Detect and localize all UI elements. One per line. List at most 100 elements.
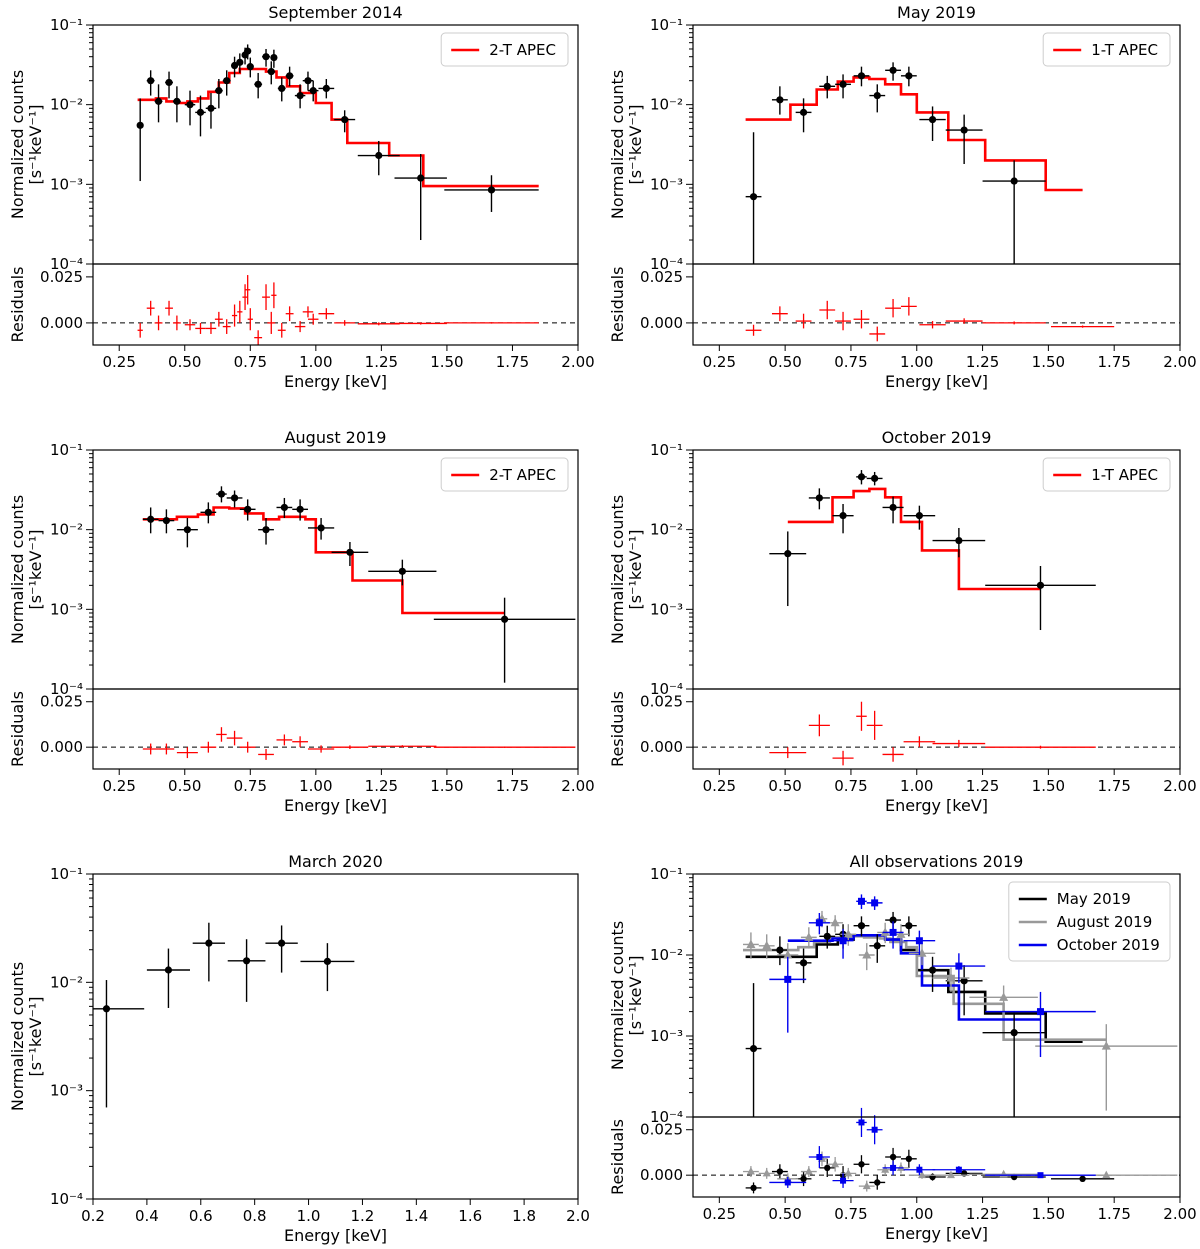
point-marker [346,548,354,556]
point-marker [1010,177,1018,185]
residual-label-text: Residuals [608,267,627,343]
data-point [239,499,256,521]
x-tick-label: 1.0 [297,1207,321,1225]
x-tick-label: 0.25 [103,353,136,371]
residual-axes-frame [92,263,579,346]
residual-point [271,282,277,309]
point-marker [799,959,808,967]
residual-tick-label: 0.025 [40,268,83,286]
residual-point [827,1157,844,1172]
residual-tick-label: 0.025 [640,693,683,711]
residual-tick-label: 0.000 [640,314,683,332]
point-marker [873,942,881,950]
x-tick-label: 1.00 [299,777,332,795]
residual-point [294,321,306,333]
y-axis-label-line2: [s⁻¹keV⁻¹] [26,104,45,184]
point-marker [286,72,294,80]
x-tick-label: 2.00 [561,353,594,371]
data-point [158,509,175,534]
point-marker [857,897,865,905]
point-marker [254,80,262,88]
point-marker [857,922,866,930]
x-tick-label: 0.50 [168,777,201,795]
data-point [982,160,1046,264]
data-point [919,106,946,141]
residual-point [231,304,238,327]
point-marker [244,505,252,513]
x-tick-label: 1.75 [1097,777,1130,795]
point-marker [946,973,956,982]
data-point [368,559,437,586]
y-axis-label-line2: [s⁻¹keV⁻¹] [626,529,645,609]
y-tick-label: 10⁻² [50,973,83,991]
x-tick-label: 1.00 [299,353,332,371]
point-marker [154,97,163,105]
residual-marker [1102,1170,1111,1179]
data-point [866,471,883,486]
residual-axes-frame [692,263,1181,346]
point-marker [1101,1041,1111,1050]
y-axis-label: Normalized counts [s⁻¹keV⁻¹] [8,962,45,1111]
point-marker [296,91,304,100]
y-tick-label: 10⁻³ [50,600,83,618]
plot-area [142,486,576,683]
residual-marker [890,1164,897,1171]
y-axis-label: Normalized counts [s⁻¹keV⁻¹] [608,495,645,644]
data-point [195,95,206,137]
residual-point [222,319,231,334]
data-point [222,70,231,96]
x-axis-label: Energy [keV] [885,372,988,391]
residual-point [1035,1170,1178,1179]
point-marker [955,536,963,545]
chart-panel-1: May 2019 Normalized counts [s⁻¹keV⁻¹] 10⁻⁴ 1… [608,3,1197,391]
x-tick-label: 0.50 [168,353,201,371]
data-point [136,98,144,182]
legend-label: 2-T APEC [489,41,556,59]
main-axes-frame [92,873,579,1200]
point-marker [242,957,251,965]
x-tick-label: 1.75 [1097,353,1130,371]
residual-tick-label: 0.025 [40,693,83,711]
point-marker [762,940,772,950]
residual-point [247,308,253,331]
residual-point [985,745,1096,749]
residual-point [242,284,248,311]
point-marker [1010,1029,1018,1037]
data-point [265,925,298,973]
point-marker [341,115,349,124]
residual-point [357,322,400,326]
residual-point [146,300,155,316]
legend-frame [1042,32,1171,67]
residual-marker [896,1163,905,1171]
residual-point [882,747,904,762]
point-marker [417,174,425,182]
point-marker [398,567,406,575]
residual-panel: 0.000 0.025 Residuals [608,1107,1181,1198]
residual-point [254,330,263,345]
data-point [285,66,294,87]
model-step-line [142,506,505,615]
chart-panel-3: October 2019 Normalized counts [s⁻¹keV⁻¹] 1… [608,428,1197,815]
data-point [165,71,173,99]
point-marker [783,950,793,959]
residual-marker [916,1166,923,1173]
residual-point [262,284,270,311]
x-tick-label: 1.25 [365,353,398,371]
model-step-line [787,487,1041,591]
plot-area [136,44,539,241]
data-point [184,90,196,126]
y-axis-label-line1: Normalized counts [8,70,27,219]
residual-marker [776,1168,784,1175]
residual-point [285,306,294,322]
residual-point [307,313,319,325]
residual-point [882,1160,904,1176]
residual-point [200,741,217,753]
residual-tick-label: 0.000 [40,314,83,332]
residual-point [1051,325,1115,328]
point-marker [823,82,831,90]
x-tick-label: 0.50 [768,777,801,795]
x-tick-label: 1.8 [512,1207,536,1225]
residual-point [832,750,854,766]
point-marker [776,96,784,104]
